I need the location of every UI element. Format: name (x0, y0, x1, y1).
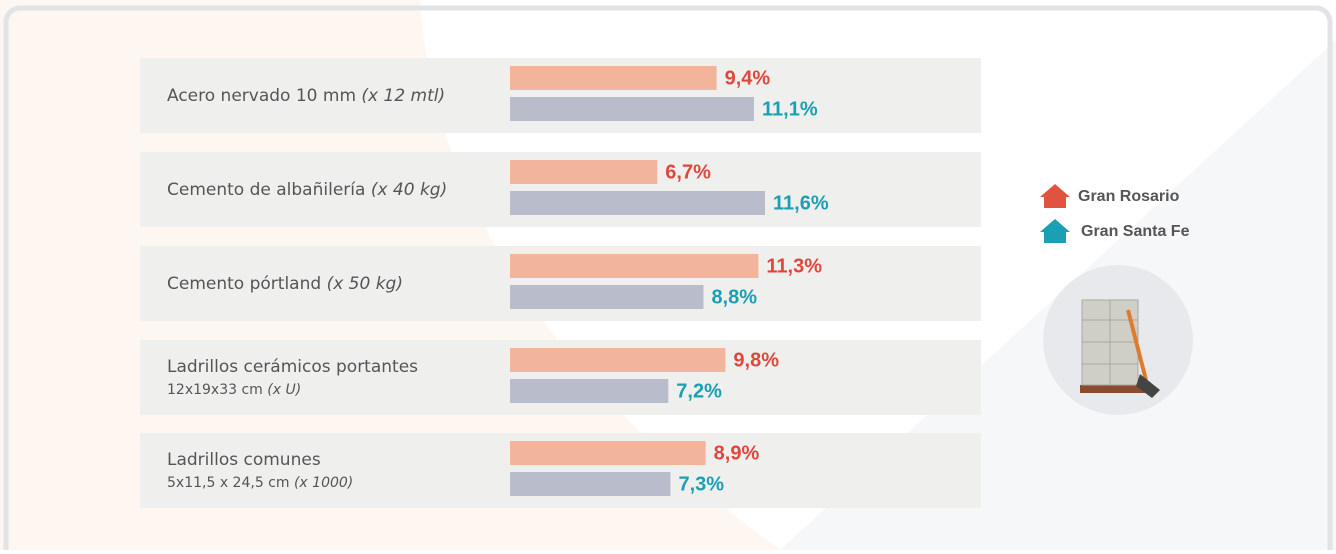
bar (510, 285, 704, 309)
category-size: 5x11,5 x 24,5 cm (x 1000) (167, 475, 353, 491)
category-unit: (x 40 kg) (371, 180, 447, 200)
bar (510, 379, 669, 403)
legend-label: Gran Santa Fe (1081, 223, 1190, 240)
category-name: Cemento de albañilería (167, 180, 365, 200)
category-label: Ladrillos cerámicos portantes (167, 357, 418, 377)
value-label: 8,9% (714, 442, 760, 464)
bar (510, 97, 755, 121)
legend-icon (1040, 184, 1070, 208)
bar (510, 66, 717, 90)
bar (510, 348, 726, 372)
bar (510, 472, 671, 496)
category-label: Ladrillos comunes (167, 450, 321, 470)
legend-icon (1040, 219, 1070, 243)
frame (3, 5, 1333, 554)
value-label: 6,7% (665, 161, 711, 183)
value-label: 9,4% (725, 67, 771, 89)
bar (510, 160, 658, 184)
value-label: 7,3% (678, 473, 724, 495)
legend-label: Gran Rosario (1078, 188, 1180, 205)
category-size: 12x19x33 cm (x U) (167, 382, 301, 398)
category-unit: (x 12 mtl) (361, 86, 445, 106)
category-size-text: 5x11,5 x 24,5 cm (167, 475, 290, 491)
bar (510, 441, 706, 465)
value-label: 8,8% (711, 286, 757, 308)
category-label: Cemento pórtland (x 50 kg) (167, 274, 403, 294)
category-size-text: 12x19x33 cm (167, 382, 263, 398)
value-label: 9,8% (733, 349, 779, 371)
category-unit: (x 1000) (294, 475, 353, 491)
bar (510, 191, 765, 215)
category-name: Cemento pórtland (167, 274, 321, 294)
bar (510, 254, 759, 278)
category-label: Cemento de albañilería (x 40 kg) (167, 180, 447, 200)
category-name: Acero nervado 10 mm (167, 86, 356, 106)
illustration (1043, 265, 1193, 415)
category-label: Acero nervado 10 mm (x 12 mtl) (167, 86, 445, 106)
value-label: 11,1% (762, 98, 818, 120)
value-label: 7,2% (676, 380, 722, 402)
value-label: 11,6% (773, 192, 829, 214)
category-unit: (x U) (267, 382, 301, 398)
category-unit: (x 50 kg) (327, 274, 403, 294)
value-label: 11,3% (766, 255, 822, 277)
